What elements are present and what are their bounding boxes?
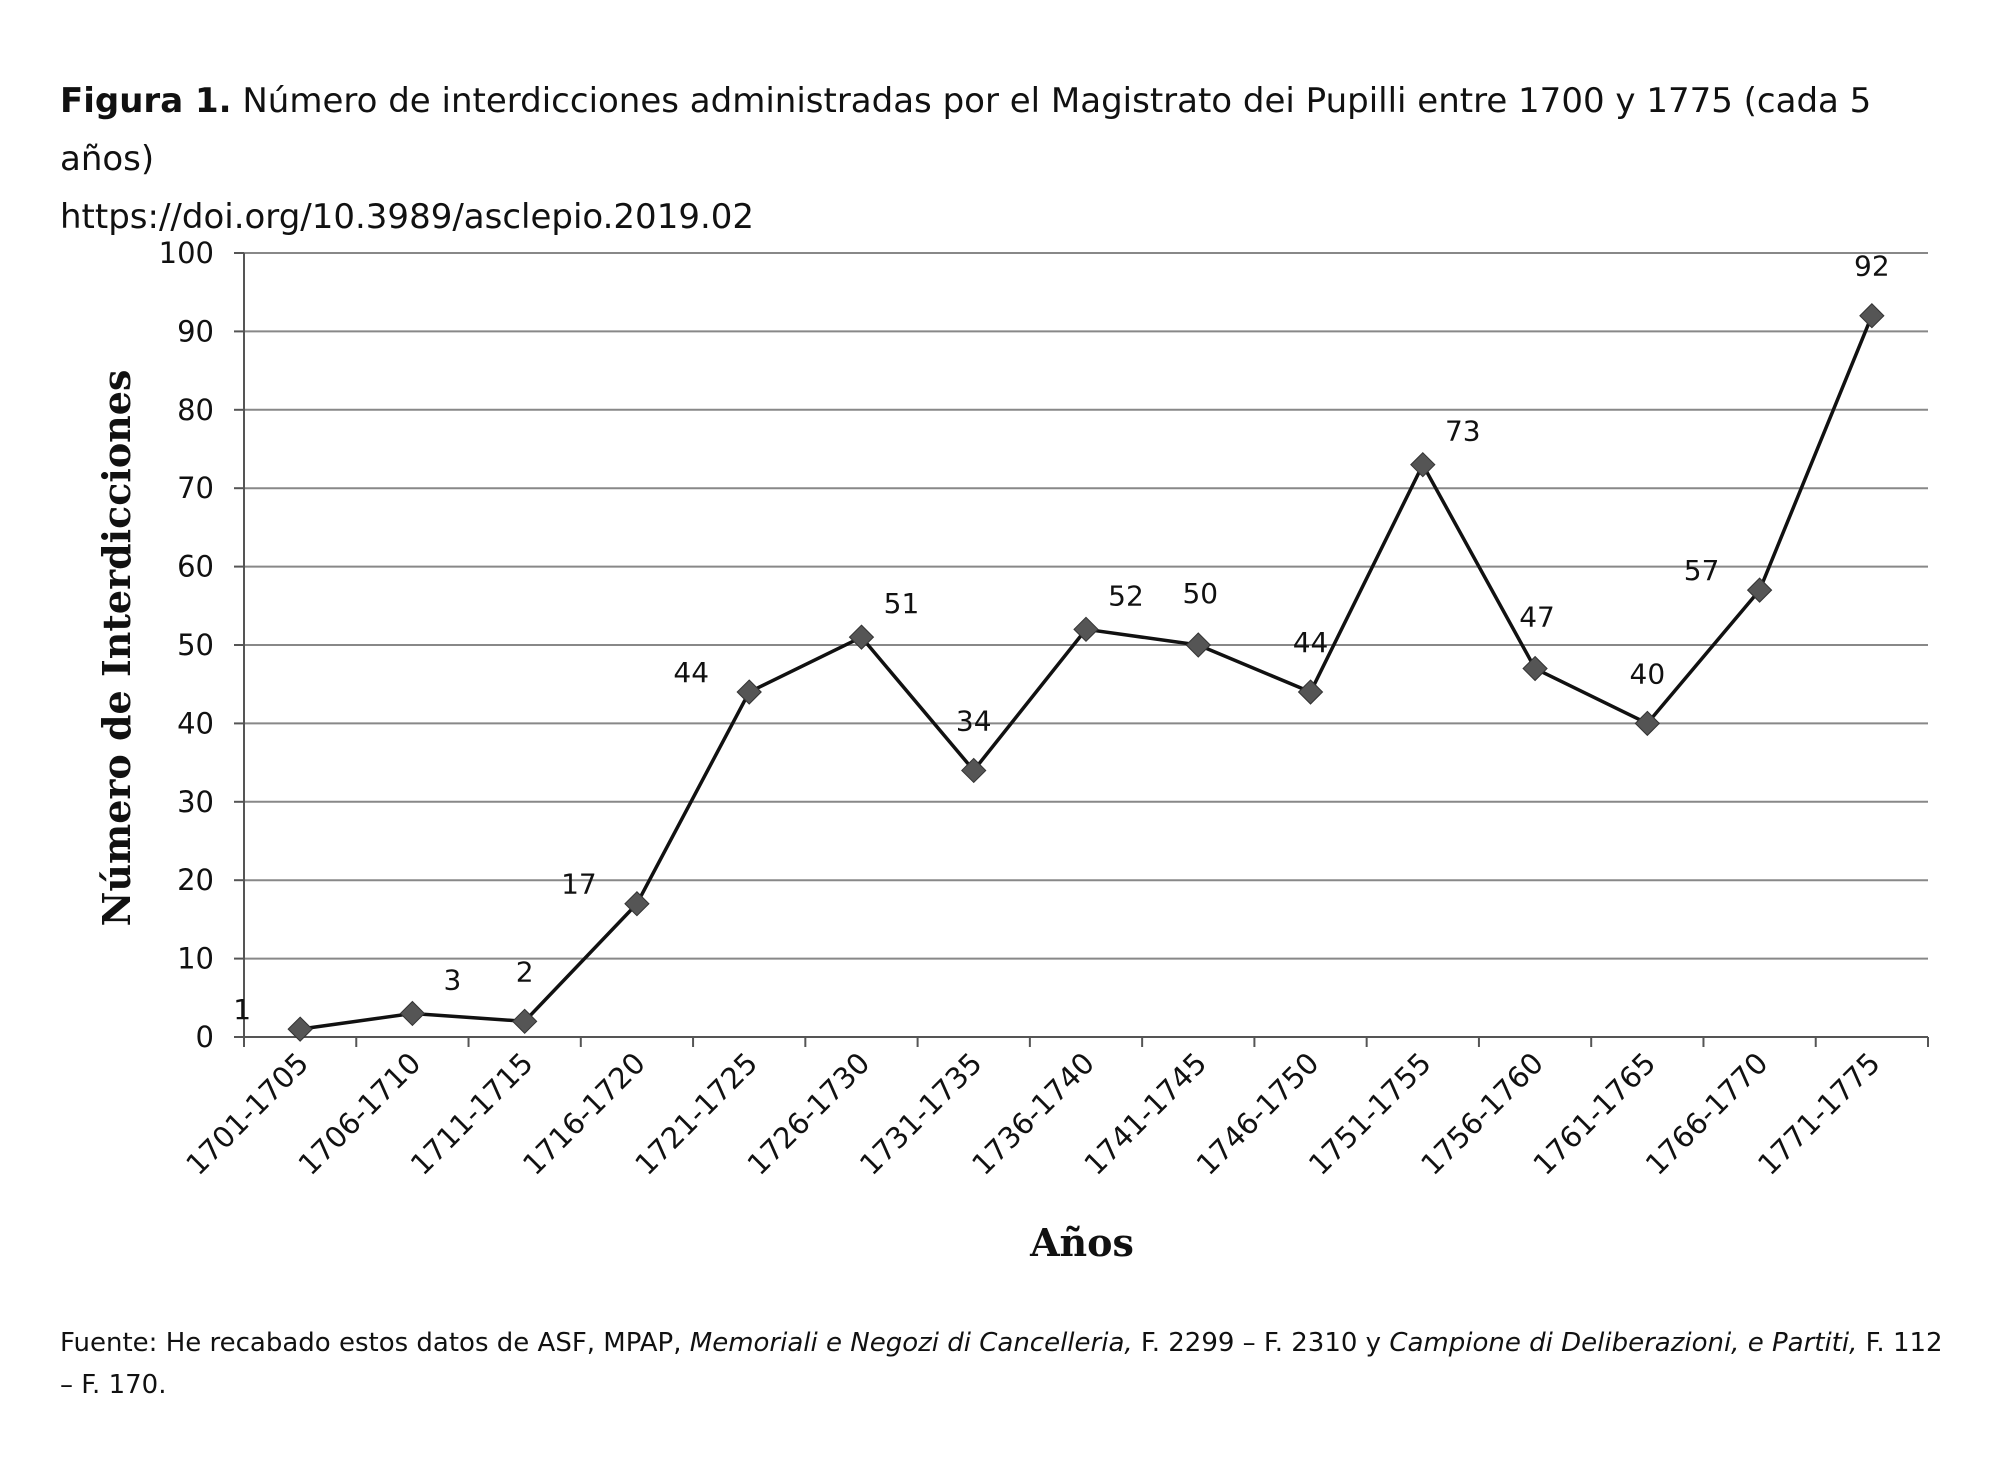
y-tick-label: 80 bbox=[177, 393, 214, 427]
y-tick-label: 100 bbox=[159, 236, 214, 270]
data-point-marker bbox=[1859, 303, 1885, 329]
data-point-marker bbox=[511, 1008, 538, 1035]
figure-caption: Figura 1. Número de interdicciones admin… bbox=[60, 72, 1960, 246]
footnote-text-3: F. 112 – F. 170. bbox=[60, 1328, 1943, 1400]
y-tick-label: 10 bbox=[177, 942, 214, 976]
data-labels: 1 3 2 17 44 51 34 52 50 44 73 47 40 57 92 bbox=[233, 250, 1889, 1026]
data-point-marker bbox=[399, 1000, 426, 1027]
y-axis-ticks: 0 10 20 30 40 50 60 70 80 90 100 bbox=[159, 236, 244, 1054]
x-tick-label: 1771-1775 bbox=[1751, 1046, 1887, 1182]
data-point-marker bbox=[1185, 632, 1211, 658]
data-point-marker bbox=[848, 624, 875, 650]
data-label: 17 bbox=[561, 868, 597, 901]
data-label: 51 bbox=[884, 587, 920, 620]
figure-label: Figura 1. bbox=[60, 81, 232, 121]
data-point-marker bbox=[1522, 655, 1548, 682]
data-label: 52 bbox=[1108, 579, 1144, 612]
figure-title: Número de interdicciones administradas p… bbox=[60, 81, 1872, 179]
data-label: 47 bbox=[1519, 601, 1555, 634]
data-label: 34 bbox=[956, 704, 992, 737]
data-point-marker bbox=[287, 1016, 313, 1042]
x-axis-title: Años bbox=[1029, 1220, 1134, 1265]
data-label: 50 bbox=[1182, 577, 1218, 610]
source-footnote: Fuente: He recabado estos datos de ASF, … bbox=[60, 1322, 1960, 1406]
series-markers bbox=[287, 303, 1885, 1042]
y-tick-label: 90 bbox=[177, 314, 214, 348]
footnote-text-2: F. 2299 – F. 2310 y bbox=[1132, 1328, 1390, 1358]
data-label: 3 bbox=[443, 963, 461, 996]
data-point-marker bbox=[1746, 577, 1773, 603]
data-label: 1 bbox=[233, 993, 251, 1026]
data-point-marker bbox=[1634, 710, 1661, 737]
data-point-marker bbox=[1073, 616, 1099, 643]
x-axis-ticks: 1701-17051706-17101711-17151716-17201721… bbox=[179, 1037, 1929, 1182]
data-label: 92 bbox=[1854, 250, 1890, 283]
data-label: 73 bbox=[1445, 415, 1481, 448]
footnote-italic-2: Campione di Deliberazioni, e Partiti, bbox=[1389, 1328, 1858, 1358]
y-tick-label: 30 bbox=[177, 785, 214, 819]
y-axis-title: Número de Interdicciones bbox=[94, 370, 139, 927]
y-tick-label: 0 bbox=[196, 1020, 214, 1054]
caption-line: Figura 1. Número de interdicciones admin… bbox=[60, 72, 1960, 188]
data-point-marker bbox=[736, 679, 762, 705]
gridlines bbox=[244, 252, 1928, 960]
data-label: 2 bbox=[516, 955, 534, 988]
data-label: 57 bbox=[1684, 554, 1720, 587]
data-label: 44 bbox=[1293, 626, 1329, 659]
data-label: 40 bbox=[1630, 657, 1666, 690]
footnote-text-1: Fuente: He recabado estos datos de ASF, … bbox=[60, 1328, 690, 1358]
data-label: 44 bbox=[673, 656, 709, 689]
y-tick-label: 60 bbox=[177, 550, 214, 584]
data-point-marker bbox=[961, 757, 987, 784]
footnote-italic-1: Memoriali e Negozi di Cancelleria, bbox=[689, 1328, 1133, 1358]
y-tick-label: 40 bbox=[177, 706, 214, 740]
y-tick-label: 50 bbox=[177, 628, 214, 662]
doi-link[interactable]: https://doi.org/10.3989/asclepio.2019.02 bbox=[60, 197, 755, 237]
y-tick-label: 70 bbox=[177, 471, 214, 505]
data-point-marker bbox=[1297, 679, 1324, 705]
data-point-marker bbox=[1410, 451, 1436, 478]
axes bbox=[243, 253, 1928, 1038]
data-point-marker bbox=[624, 891, 650, 917]
y-tick-label: 20 bbox=[177, 863, 214, 897]
